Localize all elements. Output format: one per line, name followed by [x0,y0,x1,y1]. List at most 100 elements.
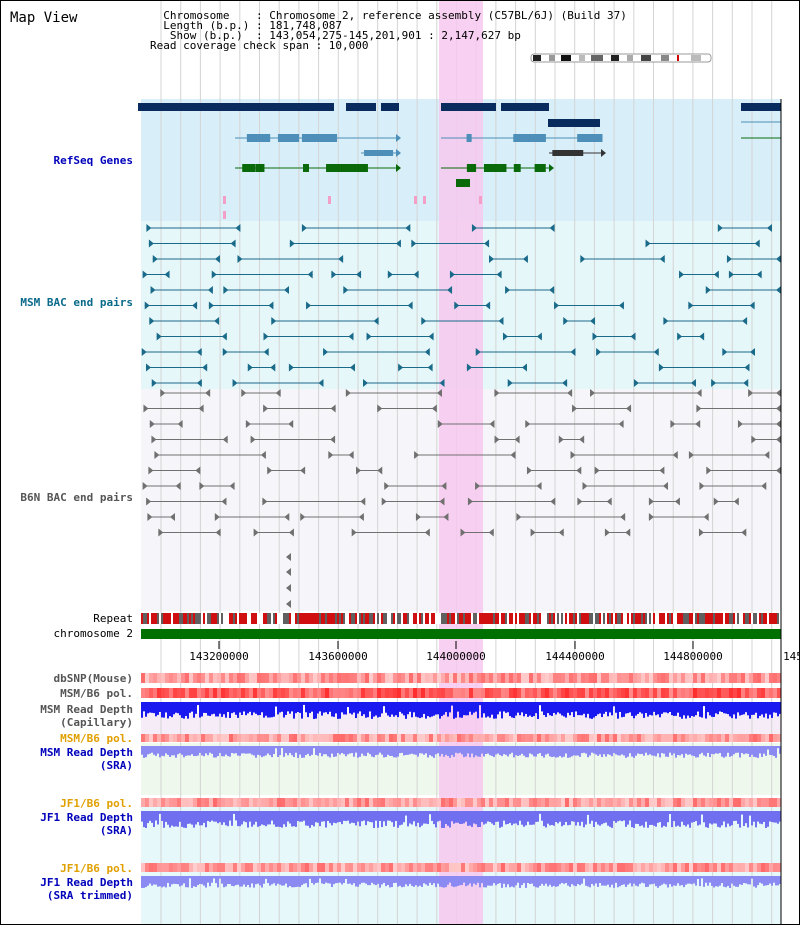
read-depth-bin [619,746,621,756]
read-depth-bin [637,702,639,714]
track-label-msm-bac[interactable]: MSM BAC end pairs [20,296,133,309]
repeat-mark [147,613,149,624]
read-depth-bin [465,811,467,822]
polymorphism-bin [421,863,425,872]
read-depth-bin [435,876,437,888]
read-depth-bin [193,746,195,756]
polymorphism-bin [641,673,645,683]
read-depth-bin [361,811,363,822]
polymorphism-bin [597,798,601,807]
polymorphism-bin [429,673,433,683]
refseq-exon [309,134,326,142]
read-depth-bin [691,746,693,756]
track-label-refseq-genes[interactable]: RefSeq Genes [53,154,133,167]
read-depth-bin [395,746,397,758]
polymorphism-bin [297,863,301,872]
read-depth-bin [689,746,691,755]
read-depth-bin [543,702,545,716]
read-depth-bin [585,746,587,754]
repeat-mark [379,613,381,624]
polymorphism-bin [581,688,585,698]
repeat-mark [677,613,679,624]
polymorphism-bin [517,734,521,742]
read-depth-bin [713,702,715,717]
read-depth-bin [489,746,491,756]
repeat-mark [603,613,605,624]
read-depth-bin [411,702,413,718]
read-depth-bin [395,811,397,822]
read-depth-bin [635,811,637,824]
polymorphism-bin [557,688,561,698]
msm-bac-pair-end [454,301,460,310]
polymorphism-bin [629,863,633,872]
repeat-mark [411,613,413,624]
read-depth-bin [269,876,271,886]
read-depth-bin [683,811,685,826]
polymorphism-bin [505,863,509,872]
read-depth-bin [531,746,533,755]
msm-bac-pair-end [688,301,694,310]
read-depth-bin [461,811,463,824]
read-depth-bin [487,746,489,754]
b6n-bac-pair-end [424,528,430,537]
polymorphism-bin [329,688,333,698]
polymorphism-bin [593,734,597,742]
polymorphism-bin [581,734,585,742]
read-depth-bin [257,702,259,716]
repeat-mark [171,613,173,624]
polymorphism-bin [737,673,741,683]
repeat-mark [283,613,285,624]
read-depth-bin [561,811,563,827]
b6n-bac-pair-end [358,513,364,521]
read-depth-bin [521,746,523,754]
polymorphism-bin [157,863,161,872]
read-depth-bin [631,702,633,716]
polymorphism-bin [661,798,665,807]
read-depth-bin [569,876,571,887]
b6n-bac-pair-end [604,528,610,537]
read-depth-bin [763,702,765,718]
read-depth-bin [773,811,775,823]
read-depth-bin [721,746,723,757]
read-depth-bin [491,702,493,715]
msm-bac-pair-end [207,286,213,294]
read-depth-bin [629,746,631,754]
read-depth-bin [735,702,737,719]
read-depth-bin [679,702,681,717]
read-depth-bin [511,811,513,826]
read-depth-bin [411,876,413,886]
read-depth-bin [311,702,313,712]
msm-bac-pair-end [343,286,349,294]
read-depth-bin [499,746,501,756]
track-label-repeat: Repeat [93,612,133,625]
polymorphism-bin [285,734,289,742]
repeat-mark [209,613,211,624]
repeat-mark [619,613,621,624]
read-depth-bin [627,811,629,825]
polymorphism-bin [745,734,749,742]
repeat-mark [459,613,461,624]
ideogram-band [641,55,651,61]
b6n-bac-pair-end [737,420,743,428]
msm-bac-pair-end [580,255,586,263]
read-depth-bin [677,746,679,755]
read-depth-bin [737,746,739,753]
read-depth-bin [357,702,359,714]
read-depth-bin [625,702,627,714]
read-depth-bin [725,811,727,828]
read-depth-bin [349,702,351,714]
polymorphism-bin [305,798,309,807]
read-depth-bin [505,876,507,888]
polymorphism-bin [413,673,417,683]
msm-bac-pair-end [149,317,155,325]
read-depth-bin [663,702,665,713]
msm-bac-pair-end [563,317,569,325]
track-label-b6n-bac[interactable]: B6N BAC end pairs [20,491,133,504]
read-depth-bin [581,811,583,822]
read-depth-bin [389,811,391,821]
read-depth-bin [775,746,777,758]
polymorphism-bin [577,688,581,698]
read-depth-bin [723,746,725,758]
ideogram [530,53,712,63]
